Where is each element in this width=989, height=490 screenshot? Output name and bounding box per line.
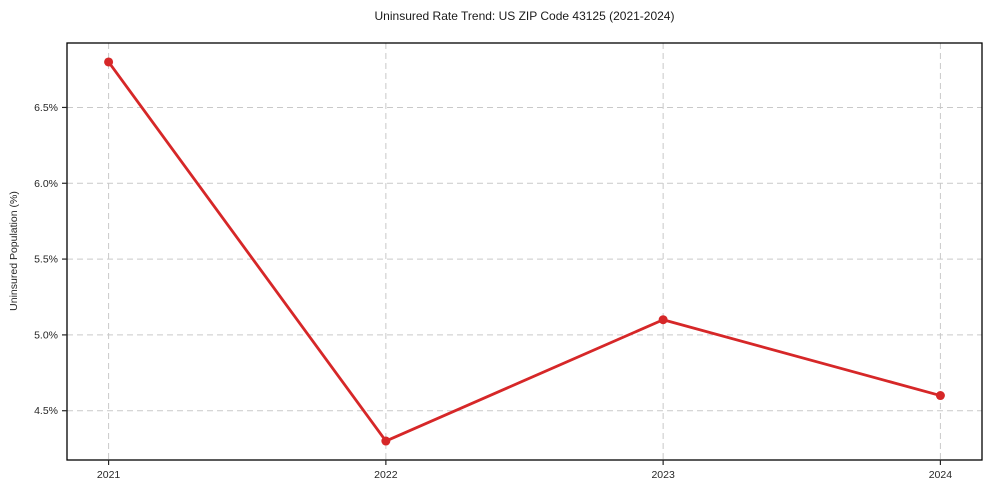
x-tick-label: 2024 [929, 469, 953, 481]
y-tick-label: 5.0% [34, 329, 58, 341]
y-tick-label: 6.0% [34, 178, 58, 190]
x-tick-label: 2021 [97, 469, 121, 481]
x-tick-label: 2022 [374, 469, 398, 481]
trend-line [107, 60, 942, 443]
chart-title: Uninsured Rate Trend: US ZIP Code 43125 … [374, 9, 675, 23]
y-tick-label: 4.5% [34, 405, 58, 417]
data-point [658, 315, 668, 325]
data-point [104, 57, 114, 67]
y-tick-label: 6.5% [34, 102, 58, 114]
x-tick-label: 2023 [651, 469, 675, 481]
axes-spines [66, 42, 983, 461]
data-point [935, 391, 945, 401]
y-tick-label: 5.5% [34, 254, 58, 266]
data-point [381, 436, 391, 446]
